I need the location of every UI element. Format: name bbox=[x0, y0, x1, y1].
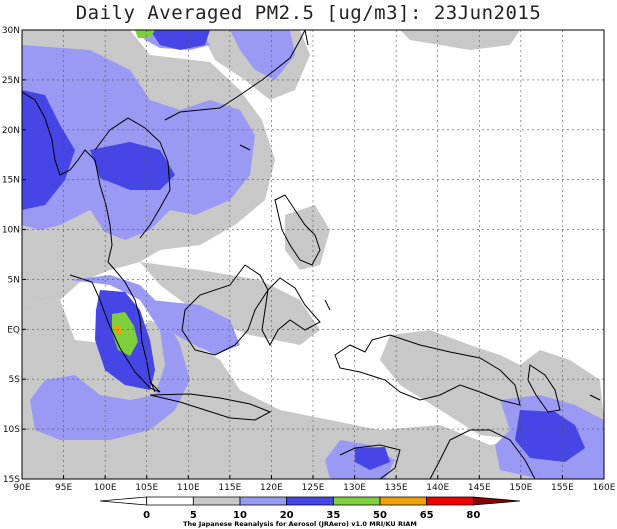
lon-tick-label: 100E bbox=[94, 483, 117, 493]
colorbar-swatch bbox=[426, 496, 474, 506]
colorbar-level-label: 20 bbox=[280, 510, 294, 521]
lat-tick-label: 15N bbox=[2, 176, 20, 186]
pm25-field bbox=[22, 30, 604, 479]
colorbar-swatch bbox=[286, 496, 334, 506]
colorbar-level-label: 35 bbox=[326, 510, 340, 521]
lon-tick-label: 145E bbox=[468, 483, 491, 493]
lat-tick-label: 20N bbox=[2, 126, 20, 136]
lon-tick-label: 150E bbox=[509, 483, 532, 493]
lon-tick-label: 130E bbox=[343, 483, 366, 493]
lat-tick-label: 25N bbox=[2, 76, 20, 86]
lat-tick-label: 15S bbox=[3, 475, 20, 485]
colorbar-swatch bbox=[379, 496, 428, 506]
lon-tick-label: 160E bbox=[593, 483, 616, 493]
lon-tick-label: 155E bbox=[551, 483, 574, 493]
colorbar: 0 5 10 20 35 50 65 80 bbox=[99, 496, 521, 521]
colorbar-level-label: 5 bbox=[190, 510, 197, 521]
coastlines bbox=[22, 30, 601, 479]
lat-tick-label: 30N bbox=[2, 26, 20, 36]
lat-tick-label: 5N bbox=[8, 275, 20, 285]
lon-tick-label: 90E bbox=[13, 483, 30, 493]
lon-tick-label: 105E bbox=[135, 483, 158, 493]
lon-axis: 90E 95E 100E 105E 110E 115E 120E 125E 130E 135E 14… bbox=[13, 475, 616, 493]
colorbar-swatch bbox=[332, 496, 381, 506]
colorbar-swatch bbox=[239, 496, 288, 506]
colorbar-swatch bbox=[472, 496, 521, 506]
lon-tick-label: 95E bbox=[55, 483, 72, 493]
colorbar-level-label: 0 bbox=[143, 510, 150, 521]
colorbar-swatch bbox=[192, 496, 241, 506]
lat-tick-label: EQ bbox=[7, 325, 20, 335]
pm25-level-35-50 bbox=[22, 30, 585, 470]
lat-tick-label: 5S bbox=[9, 375, 21, 385]
colorbar-level-label: 10 bbox=[233, 510, 247, 521]
lon-tick-label: 140E bbox=[426, 483, 449, 493]
colorbar-swatch bbox=[99, 496, 148, 506]
lon-tick-label: 110E bbox=[177, 483, 200, 493]
lat-tick-label: 10N bbox=[2, 226, 20, 236]
lon-tick-label: 115E bbox=[218, 483, 241, 493]
map-title: Daily Averaged PM2.5 [ug/m3]: 23Jun2015 bbox=[75, 2, 542, 24]
colorbar-level-label: 65 bbox=[420, 510, 434, 521]
gridlines bbox=[22, 30, 604, 479]
lon-tick-label: 135E bbox=[385, 483, 408, 493]
colorbar-level-label: 50 bbox=[373, 510, 387, 521]
pm25-level-65-80 bbox=[114, 326, 122, 334]
colorbar-swatch bbox=[146, 496, 194, 506]
lon-tick-label: 120E bbox=[260, 483, 283, 493]
colorbar-level-label: 80 bbox=[466, 510, 480, 521]
lat-tick-label: 10S bbox=[3, 425, 20, 435]
lat-axis: 30N 25N 20N 15N 10N 5N EQ 5S 10S 15S bbox=[2, 26, 26, 485]
colorbar-credit: The Japanese Reanalysis for Aerosol (JRA… bbox=[183, 520, 417, 528]
lon-tick-label: 125E bbox=[302, 483, 325, 493]
